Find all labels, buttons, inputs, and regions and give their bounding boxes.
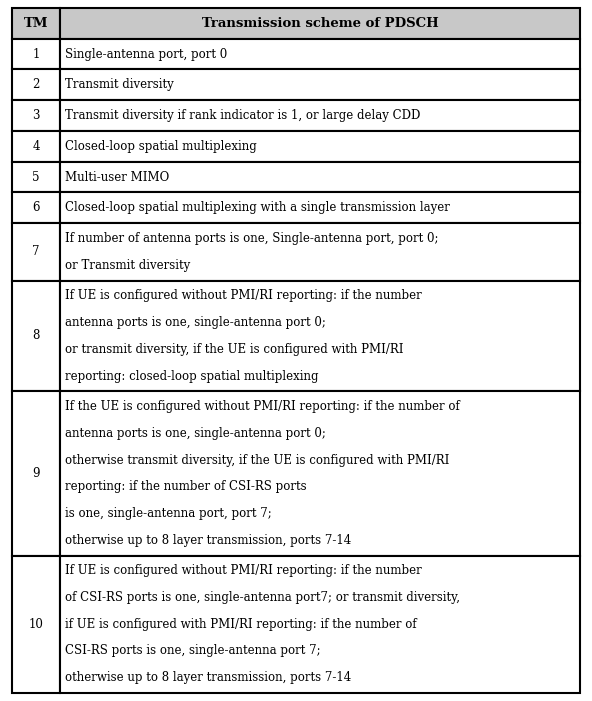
Text: If number of antenna ports is one, Single-antenna port, port 0;: If number of antenna ports is one, Singl… — [65, 232, 439, 245]
Text: If the UE is configured without PMI/RI reporting: if the number of: If the UE is configured without PMI/RI r… — [65, 400, 460, 414]
Bar — [60, 391, 580, 555]
Text: Transmit diversity: Transmit diversity — [65, 79, 174, 91]
Bar — [60, 223, 580, 280]
Text: 6: 6 — [33, 201, 40, 215]
Text: If UE is configured without PMI/RI reporting: if the number: If UE is configured without PMI/RI repor… — [65, 564, 422, 578]
Bar — [60, 162, 580, 193]
Text: 8: 8 — [33, 329, 40, 343]
Bar — [60, 555, 580, 693]
Text: 5: 5 — [33, 170, 40, 184]
Text: Single-antenna port, port 0: Single-antenna port, port 0 — [65, 48, 227, 60]
Text: Closed-loop spatial multiplexing with a single transmission layer: Closed-loop spatial multiplexing with a … — [65, 201, 450, 215]
Text: reporting: closed-loop spatial multiplexing: reporting: closed-loop spatial multiplex… — [65, 369, 318, 383]
Bar — [12, 8, 60, 39]
Text: 1: 1 — [33, 48, 40, 60]
Text: if UE is configured with PMI/RI reporting: if the number of: if UE is configured with PMI/RI reportin… — [65, 618, 417, 631]
Text: antenna ports is one, single-antenna port 0;: antenna ports is one, single-antenna por… — [65, 427, 326, 440]
Bar — [60, 69, 580, 100]
Text: antenna ports is one, single-antenna port 0;: antenna ports is one, single-antenna por… — [65, 316, 326, 329]
Bar — [12, 555, 60, 693]
Text: or Transmit diversity: or Transmit diversity — [65, 259, 191, 272]
Bar — [12, 39, 60, 69]
Bar — [12, 193, 60, 223]
Text: Transmit diversity if rank indicator is 1, or large delay CDD: Transmit diversity if rank indicator is … — [65, 109, 421, 122]
Text: reporting: if the number of CSI-RS ports: reporting: if the number of CSI-RS ports — [65, 480, 307, 494]
Text: Closed-loop spatial multiplexing: Closed-loop spatial multiplexing — [65, 139, 257, 153]
Text: otherwise up to 8 layer transmission, ports 7-14: otherwise up to 8 layer transmission, po… — [65, 671, 352, 684]
Text: 9: 9 — [33, 467, 40, 480]
Text: 7: 7 — [33, 245, 40, 259]
Bar — [12, 391, 60, 555]
Text: Multi-user MIMO: Multi-user MIMO — [65, 170, 169, 184]
Text: 3: 3 — [33, 109, 40, 122]
Bar — [60, 8, 580, 39]
Text: If UE is configured without PMI/RI reporting: if the number: If UE is configured without PMI/RI repor… — [65, 290, 422, 302]
Text: otherwise transmit diversity, if the UE is configured with PMI/RI: otherwise transmit diversity, if the UE … — [65, 454, 450, 467]
Text: or transmit diversity, if the UE is configured with PMI/RI: or transmit diversity, if the UE is conf… — [65, 343, 404, 356]
Bar — [12, 100, 60, 131]
Bar — [12, 223, 60, 280]
Text: 2: 2 — [33, 79, 40, 91]
Text: TM: TM — [24, 17, 49, 30]
Text: CSI-RS ports is one, single-antenna port 7;: CSI-RS ports is one, single-antenna port… — [65, 644, 321, 658]
Bar — [60, 280, 580, 391]
Bar — [60, 193, 580, 223]
Bar — [12, 162, 60, 193]
Bar — [12, 131, 60, 162]
Text: 4: 4 — [33, 139, 40, 153]
Bar — [60, 39, 580, 69]
Bar — [60, 131, 580, 162]
Text: is one, single-antenna port, port 7;: is one, single-antenna port, port 7; — [65, 507, 272, 520]
Text: of CSI-RS ports is one, single-antenna port7; or transmit diversity,: of CSI-RS ports is one, single-antenna p… — [65, 591, 461, 604]
Bar — [12, 69, 60, 100]
Text: Transmission scheme of PDSCH: Transmission scheme of PDSCH — [202, 17, 439, 30]
Bar — [12, 280, 60, 391]
Text: otherwise up to 8 layer transmission, ports 7-14: otherwise up to 8 layer transmission, po… — [65, 533, 352, 547]
Bar — [60, 100, 580, 131]
Text: 10: 10 — [28, 618, 44, 631]
